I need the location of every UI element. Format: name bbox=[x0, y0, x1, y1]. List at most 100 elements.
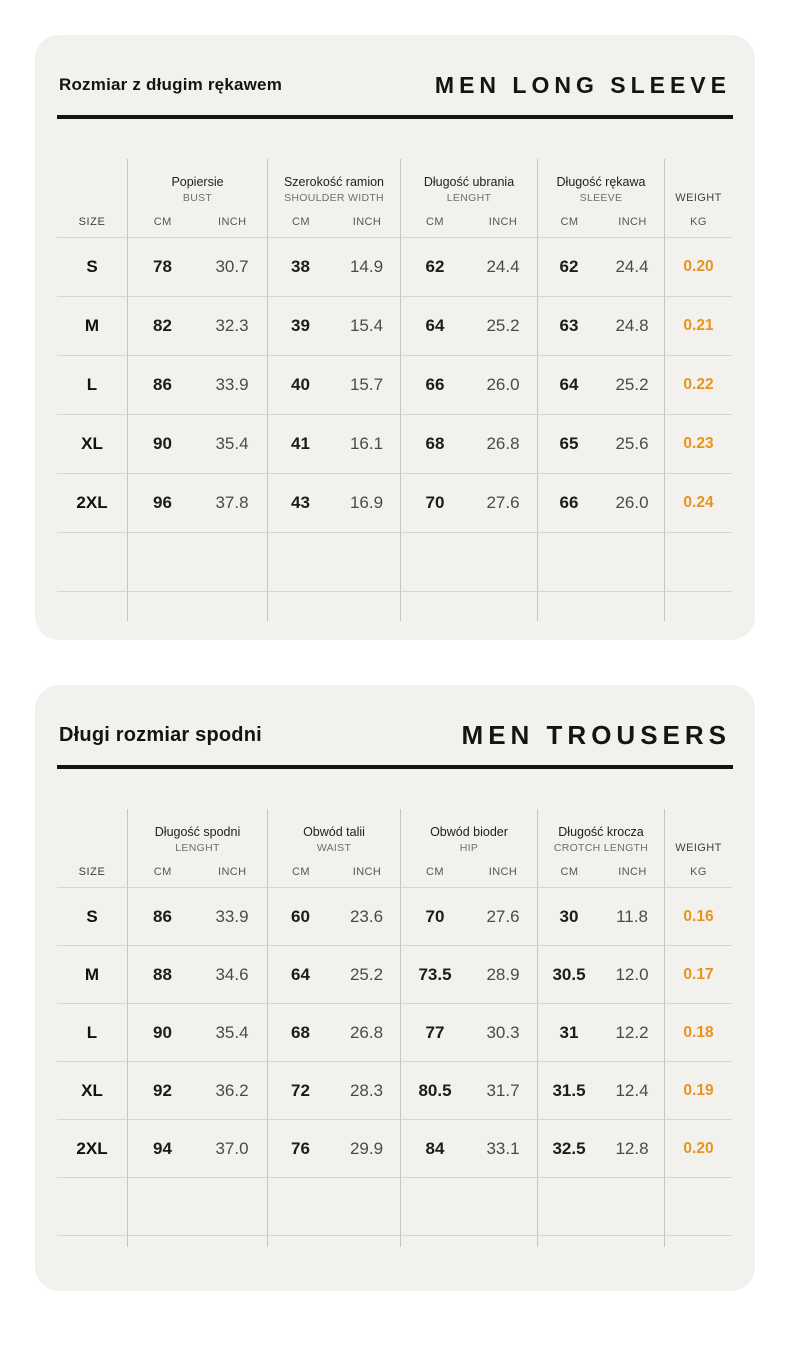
inch-value: 12.2 bbox=[600, 1003, 664, 1061]
empty-cell bbox=[600, 532, 664, 591]
column-group-header: Długość ubrania LENGHT CM INCH bbox=[400, 159, 537, 237]
men-long-sleeve-card: Rozmiar z długim rękawem MEN LONG SLEEVE… bbox=[35, 35, 755, 640]
empty-cell bbox=[400, 591, 469, 621]
inch-value: 16.1 bbox=[333, 414, 400, 473]
column-title-en: LENGHT bbox=[446, 192, 492, 204]
long-sleeve-size-table: SIZE Popiersie BUST CM INCH Szerokość ramion S… bbox=[57, 159, 733, 621]
inch-value: 27.6 bbox=[469, 473, 537, 532]
empty-cell bbox=[333, 591, 400, 621]
cm-value: 38 bbox=[267, 237, 333, 296]
empty-cell bbox=[600, 1177, 664, 1235]
empty-cell bbox=[267, 1235, 333, 1247]
cm-value: 66 bbox=[400, 355, 469, 414]
inch-value: 24.4 bbox=[600, 237, 664, 296]
unit-labels: CM INCH bbox=[268, 216, 400, 228]
empty-cell bbox=[197, 591, 267, 621]
inch-value: 26.0 bbox=[469, 355, 537, 414]
empty-cell bbox=[57, 1177, 127, 1235]
inch-value: 16.9 bbox=[333, 473, 400, 532]
cm-value: 77 bbox=[400, 1003, 469, 1061]
inch-value: 37.8 bbox=[197, 473, 267, 532]
empty-cell bbox=[469, 591, 537, 621]
column-group-header: Szerokość ramion SHOULDER WIDTH CM INCH bbox=[267, 159, 400, 237]
column-title-en: HIP bbox=[459, 842, 479, 854]
column-title-en: SLEEVE bbox=[579, 192, 623, 204]
size-value: 2XL bbox=[57, 473, 127, 532]
size-value: L bbox=[57, 355, 127, 414]
column-title-en: SHOULDER WIDTH bbox=[284, 192, 384, 204]
inch-value: 36.2 bbox=[197, 1061, 267, 1119]
inch-value: 32.3 bbox=[197, 296, 267, 355]
unit-labels: CM INCH bbox=[538, 866, 664, 878]
empty-cell bbox=[127, 532, 197, 591]
inch-value: 14.9 bbox=[333, 237, 400, 296]
empty-cell bbox=[664, 532, 732, 591]
inch-value: 25.2 bbox=[600, 355, 664, 414]
header-divider bbox=[57, 765, 733, 769]
cm-value: 92 bbox=[127, 1061, 197, 1119]
column-title-pl: Obwód bioder bbox=[430, 825, 508, 839]
empty-cell bbox=[664, 1235, 732, 1247]
cm-value: 64 bbox=[267, 945, 333, 1003]
inch-value: 26.8 bbox=[469, 414, 537, 473]
inch-value: 30.7 bbox=[197, 237, 267, 296]
inch-value: 28.3 bbox=[333, 1061, 400, 1119]
inch-unit-label: INCH bbox=[488, 216, 518, 228]
cm-unit-label: CM bbox=[153, 216, 172, 228]
empty-cell bbox=[127, 1235, 197, 1247]
empty-cell bbox=[600, 1235, 664, 1247]
empty-cell bbox=[267, 1177, 333, 1235]
empty-cell bbox=[57, 591, 127, 621]
empty-cell bbox=[333, 532, 400, 591]
cm-value: 31 bbox=[537, 1003, 600, 1061]
cm-unit-label: CM bbox=[292, 216, 310, 228]
weight-label: WEIGHT bbox=[675, 192, 722, 204]
cm-value: 30 bbox=[537, 887, 600, 945]
inch-unit-label: INCH bbox=[218, 866, 247, 878]
column-group-header: Długość spodni LENGHT CM INCH bbox=[127, 809, 267, 887]
cm-value: 86 bbox=[127, 887, 197, 945]
cm-value: 32.5 bbox=[537, 1119, 600, 1177]
weight-value: 0.21 bbox=[664, 296, 732, 355]
cm-value: 39 bbox=[267, 296, 333, 355]
column-title-pl: Długość spodni bbox=[154, 825, 241, 839]
size-value: L bbox=[57, 1003, 127, 1061]
cm-value: 60 bbox=[267, 887, 333, 945]
men-trousers-card: Długi rozmiar spodni MEN TROUSERS SIZE Dł… bbox=[35, 685, 755, 1291]
empty-cell bbox=[197, 1235, 267, 1247]
unit-labels: CM INCH bbox=[401, 216, 537, 228]
weight-value: 0.20 bbox=[664, 1119, 732, 1177]
inch-unit-label: INCH bbox=[352, 216, 382, 228]
inch-value: 27.6 bbox=[469, 887, 537, 945]
empty-cell bbox=[537, 532, 600, 591]
column-title-en: WAIST bbox=[316, 842, 352, 854]
empty-cell bbox=[600, 591, 664, 621]
empty-cell bbox=[57, 532, 127, 591]
column-title-en: LENGHT bbox=[175, 842, 220, 854]
column-group-header: Popiersie BUST CM INCH bbox=[127, 159, 267, 237]
size-value: XL bbox=[57, 1061, 127, 1119]
empty-cell bbox=[664, 591, 732, 621]
inch-value: 31.7 bbox=[469, 1061, 537, 1119]
inch-value: 24.8 bbox=[600, 296, 664, 355]
column-title-pl: Szerokość ramion bbox=[283, 175, 385, 189]
cm-value: 72 bbox=[267, 1061, 333, 1119]
column-title-en: BUST bbox=[182, 192, 213, 204]
inch-value: 30.3 bbox=[469, 1003, 537, 1061]
cm-value: 41 bbox=[267, 414, 333, 473]
cm-value: 73.5 bbox=[400, 945, 469, 1003]
inch-value: 25.2 bbox=[333, 945, 400, 1003]
weight-value: 0.24 bbox=[664, 473, 732, 532]
empty-cell bbox=[469, 532, 537, 591]
cm-value: 70 bbox=[400, 473, 469, 532]
weight-value: 0.16 bbox=[664, 887, 732, 945]
unit-labels: CM INCH bbox=[268, 866, 400, 878]
inch-value: 35.4 bbox=[197, 1003, 267, 1061]
cm-value: 96 bbox=[127, 473, 197, 532]
cm-value: 40 bbox=[267, 355, 333, 414]
inch-value: 28.9 bbox=[469, 945, 537, 1003]
size-value: S bbox=[57, 237, 127, 296]
column-title-pl: Długość ubrania bbox=[423, 175, 515, 189]
column-title-pl: Długość krocza bbox=[558, 825, 644, 839]
inch-value: 15.7 bbox=[333, 355, 400, 414]
